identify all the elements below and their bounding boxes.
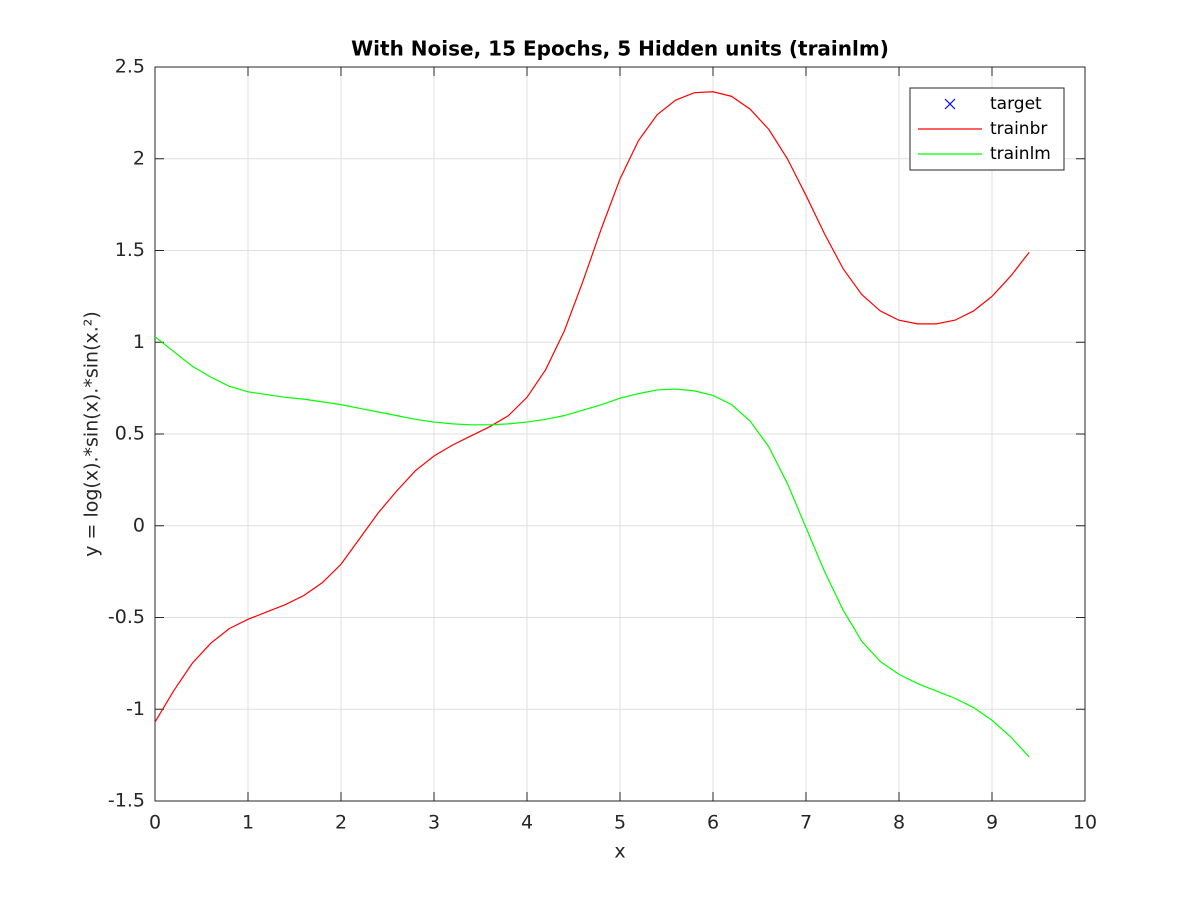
x-tick-label: 7 (800, 812, 812, 834)
legend-label: trainbr (990, 119, 1047, 139)
x-tick-label: 0 (149, 812, 161, 834)
legend-label: target (990, 94, 1042, 114)
x-tick-label: 1 (242, 812, 254, 834)
data-line (154, 91, 1030, 723)
y-tick-label: 0 (133, 514, 145, 536)
chart-title: With Noise, 15 Epochs, 5 Hidden units (t… (351, 37, 889, 61)
legend: target trainbr trainlm (909, 87, 1065, 171)
axes-box (154, 66, 1086, 802)
y-tick-label: 1.5 (115, 239, 145, 261)
y-tick-label: -0.5 (108, 606, 145, 628)
x-tick-label: 10 (1073, 812, 1097, 834)
x-tick-label: 8 (893, 812, 905, 834)
x-tick-label: 5 (614, 812, 626, 834)
y-tick-label: 2 (133, 147, 145, 169)
x-tick-label: 2 (335, 812, 347, 834)
legend-marker (944, 98, 956, 110)
y-tick-label: 1 (133, 331, 145, 353)
y-tick-label: -1 (126, 698, 145, 720)
x-axis-label: x (614, 841, 625, 863)
y-tick-label: -1.5 (108, 790, 145, 812)
data-line (154, 336, 1030, 758)
x-tick-label: 3 (428, 812, 440, 834)
legend-label: trainlm (990, 144, 1051, 164)
x-tick-label: 6 (707, 812, 719, 834)
x-tick-label: 9 (986, 812, 998, 834)
y-tick-label: 0.5 (115, 423, 145, 445)
y-axis-label: y = log(x).*sin(x).*sin(x.²) (81, 311, 103, 557)
x-tick-label: 4 (521, 812, 533, 834)
y-tick-label: 2.5 (115, 56, 145, 78)
